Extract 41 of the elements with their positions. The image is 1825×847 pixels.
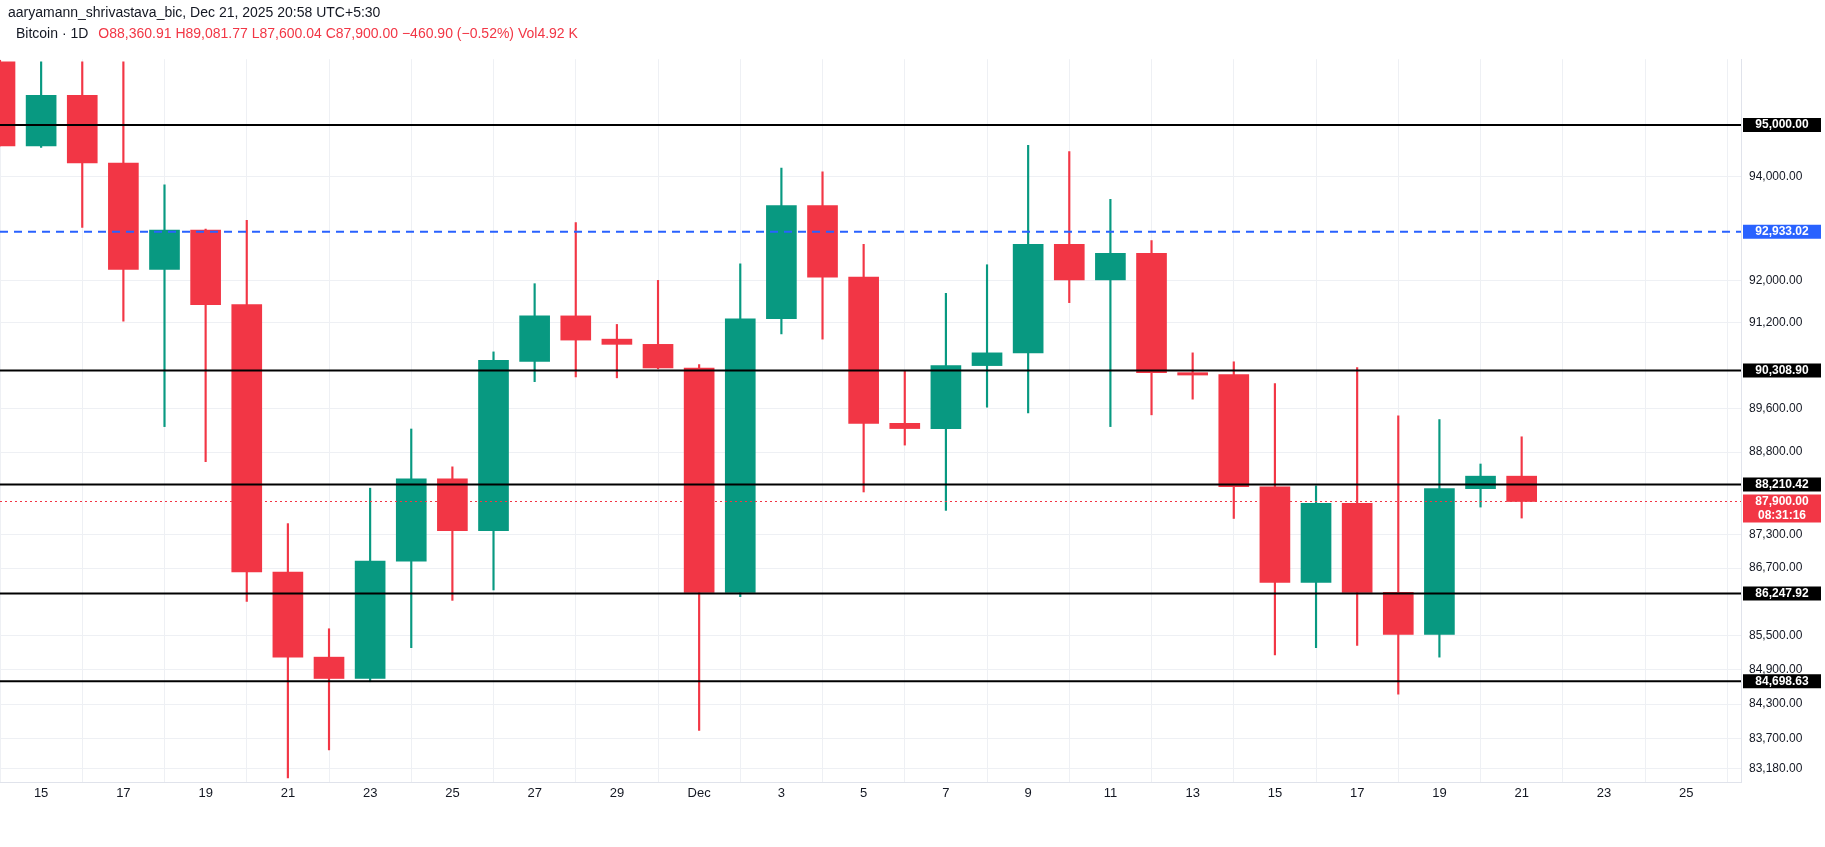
y-tick-label: 84,300.00 <box>1749 696 1803 711</box>
y-tick-label: 83,180.00 <box>1749 761 1803 776</box>
x-tick-label: 25 <box>1678 784 1694 800</box>
y-tick-label: 94,000.00 <box>1749 168 1803 183</box>
y-tick-label: 89,600.00 <box>1749 400 1803 415</box>
x-tick-label: 17 <box>116 784 131 800</box>
ref-line-label: 88,210.42 <box>1755 476 1810 491</box>
x-tick-label: 25 <box>445 784 460 800</box>
x-tick-label: 21 <box>280 784 296 800</box>
y-tick-label: 83,700.00 <box>1749 731 1803 746</box>
x-tick-label: 19 <box>1432 784 1447 800</box>
y-tick-label: 86,700.00 <box>1749 560 1803 575</box>
y-tick-label: 92,000.00 <box>1749 272 1803 287</box>
text: aaryamann_shrivastava_bic, Dec 21, 2025 20:58 UTC+5:30 <box>8 4 381 20</box>
y-tick-label: 87,300.00 <box>1749 527 1803 542</box>
x-tick-label: 29 <box>609 784 625 800</box>
ref-line-label: 92,933.02 <box>1755 223 1810 238</box>
y-tick-label: 85,500.00 <box>1749 627 1803 642</box>
x-tick-label: 13 <box>1185 784 1200 800</box>
x-tick-label: 21 <box>1514 784 1529 800</box>
x-tick-label: 15 <box>1267 784 1283 800</box>
x-tick-label: 23 <box>1596 784 1612 800</box>
chart-title: Bitcoin · 1D <box>16 25 89 41</box>
x-tick-label: 7 <box>942 784 950 800</box>
x-tick-label: 9 <box>1024 784 1032 800</box>
x-tick-label: 19 <box>198 784 213 800</box>
ref-line-label: 90,308.90 <box>1755 362 1810 377</box>
x-tick-label: 15 <box>33 784 49 800</box>
x-tick-label: 27 <box>527 784 542 800</box>
ref-line-label: 87,900.00 08:31:16 <box>1755 493 1810 522</box>
x-tick-label: 5 <box>860 784 868 800</box>
x-tick-label: Dec <box>687 784 712 800</box>
x-tick-label: 3 <box>777 784 786 800</box>
y-tick-label: 88,800.00 <box>1749 444 1803 459</box>
ref-line-label: 86,247.92 <box>1755 585 1810 600</box>
ref-line-label: 95,000.00 <box>1755 117 1810 132</box>
x-tick-label: 11 <box>1103 784 1118 800</box>
y-tick-label: 91,200.00 <box>1749 315 1803 330</box>
chart-subtitle: O88,360.91 H89,081.77 L87,600.04 C87,900.00 −460.90 (−0.52%) Vol4.92 K <box>98 25 578 41</box>
x-tick-label: 17 <box>1349 784 1365 800</box>
x-tick-label: 23 <box>362 784 378 800</box>
